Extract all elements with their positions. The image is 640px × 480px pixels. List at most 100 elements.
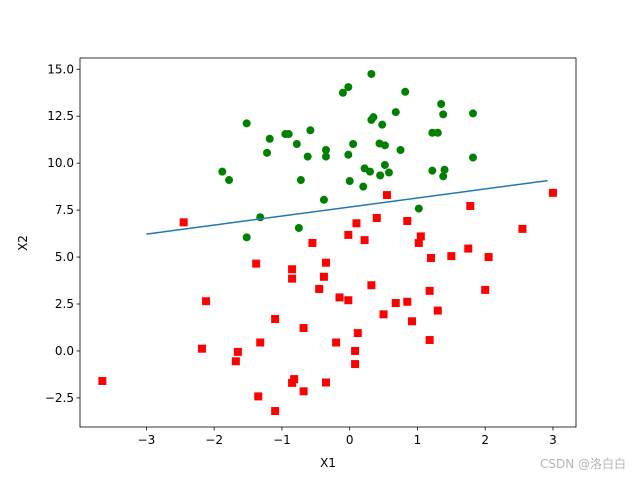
red-square-point <box>351 360 360 369</box>
red-square-point <box>254 392 263 401</box>
y-axis: −2.5 0.0 2.5 5.0 7.5 10.0 12.5 15.0 <box>45 62 80 405</box>
red-square-point <box>408 317 417 326</box>
decision-boundary-line <box>146 179 548 235</box>
red-square-point <box>231 357 240 366</box>
red-square-point <box>321 378 330 387</box>
red-square-point <box>332 338 341 347</box>
red-square-point <box>425 286 434 295</box>
x-tick-label: −2 <box>205 433 223 447</box>
green-circle-point <box>437 100 446 109</box>
green-circle-point <box>469 153 478 162</box>
green-circle-point <box>292 140 301 149</box>
red-square-point <box>288 265 297 274</box>
red-square-point <box>271 407 280 416</box>
x-tick-label: −1 <box>273 433 291 447</box>
green-circle-point <box>284 130 293 139</box>
y-tick-label: 15.0 <box>47 62 74 76</box>
red-square-point <box>351 346 360 355</box>
red-square-point <box>447 252 456 261</box>
red-square-point <box>403 297 412 306</box>
green-circle-point <box>242 233 251 242</box>
red-square-point <box>299 387 308 396</box>
red-square-point <box>466 201 475 210</box>
green-circle-point <box>242 119 251 128</box>
green-circle-point <box>469 109 478 118</box>
green-circle-point <box>439 110 448 119</box>
green-circle-point <box>296 176 305 185</box>
red-square-point <box>391 299 400 308</box>
y-tick-label: 12.5 <box>47 109 74 123</box>
red-square-point <box>288 378 297 387</box>
green-circle-point <box>376 171 385 180</box>
red-square-point <box>288 274 297 283</box>
red-square-point <box>308 238 317 247</box>
red-square-point <box>321 258 330 267</box>
red-square-point <box>372 213 381 222</box>
data-marks <box>98 69 557 416</box>
green-circle-point <box>294 223 303 232</box>
y-tick-label: 0.0 <box>55 344 74 358</box>
green-circle-point <box>384 168 393 177</box>
y-tick-label: 2.5 <box>55 297 74 311</box>
green-circle-point <box>378 120 387 129</box>
red-square-point <box>98 376 107 385</box>
red-square-point <box>481 285 490 294</box>
green-circle-point <box>440 165 449 174</box>
green-circle-point <box>225 176 234 185</box>
green-circle-point <box>303 152 312 161</box>
red-square-point <box>367 281 376 290</box>
red-square-point <box>197 344 206 353</box>
red-square-point <box>202 297 211 306</box>
green-circle-point <box>367 69 376 78</box>
red-square-point <box>425 336 434 345</box>
x-axis-title: X1 <box>320 456 336 470</box>
green-circle-point <box>338 88 347 97</box>
green-circle-point <box>344 83 353 92</box>
green-circle-point <box>306 126 315 135</box>
y-tick-label: 10.0 <box>47 156 74 170</box>
green-circle-point <box>321 146 330 155</box>
y-tick-label: −2.5 <box>45 391 74 405</box>
red-square-point <box>344 230 353 239</box>
x-tick-label: 0 <box>346 433 354 447</box>
red-square-point <box>382 191 391 200</box>
red-square-point <box>403 216 412 225</box>
red-square-point <box>352 219 361 228</box>
red-square-point <box>299 324 308 333</box>
red-square-point <box>518 224 527 233</box>
green-circle-point <box>414 204 423 213</box>
y-axis-title: X2 <box>16 235 30 251</box>
x-tick-label: 2 <box>481 433 489 447</box>
red-square-point <box>233 347 242 356</box>
watermark-text: CSDN @洛白白 <box>539 457 626 471</box>
green-circle-point <box>369 113 378 122</box>
x-tick-label: 1 <box>414 433 422 447</box>
plot-area <box>98 69 557 416</box>
y-tick-label: 7.5 <box>55 203 74 217</box>
red-square-point <box>416 232 425 241</box>
red-square-point <box>319 272 328 281</box>
red-square-point <box>414 238 423 247</box>
green-circle-point <box>319 195 328 204</box>
green-circle-point <box>263 148 272 157</box>
red-square-point <box>548 188 557 197</box>
x-tick-label: 3 <box>549 433 557 447</box>
green-circle-point <box>359 182 368 191</box>
y-tick-label: 5.0 <box>55 250 74 264</box>
red-square-point <box>256 338 265 347</box>
red-square-point <box>353 329 362 338</box>
x-axis: −3 −2 −1 0 1 2 3 <box>138 427 557 447</box>
red-square-point <box>271 315 280 324</box>
red-square-point <box>315 284 324 293</box>
green-circle-point <box>366 167 375 176</box>
red-square-point <box>426 253 435 262</box>
green-circle-point <box>401 87 410 96</box>
red-square-point <box>344 296 353 305</box>
green-circle-point <box>380 141 389 150</box>
green-circle-point <box>265 134 274 143</box>
red-square-point <box>433 306 442 315</box>
green-circle-point <box>380 161 389 170</box>
green-circle-point <box>218 167 227 176</box>
